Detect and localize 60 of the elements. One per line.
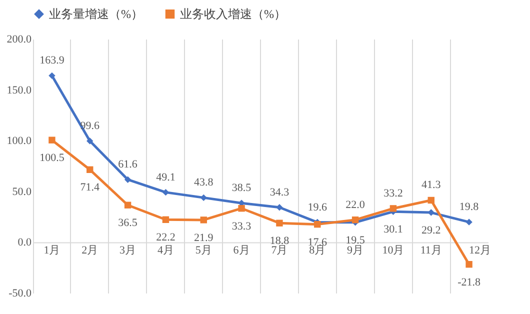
x-tick-label: 8月 xyxy=(309,244,326,257)
point xyxy=(428,209,434,216)
point xyxy=(238,205,245,212)
data-label: 71.4 xyxy=(80,182,100,194)
data-label: 30.1 xyxy=(384,224,403,236)
x-tick-label: 1月 xyxy=(44,244,60,257)
point xyxy=(124,202,132,208)
point xyxy=(124,176,132,183)
point xyxy=(200,216,207,224)
x-tick-label: 5月 xyxy=(195,244,212,257)
x-tick-label: 7月 xyxy=(271,244,288,257)
point xyxy=(276,220,283,226)
data-label: 34.3 xyxy=(270,186,290,198)
data-label: 19.6 xyxy=(308,201,328,214)
y-tick-label: 150.0 xyxy=(6,84,32,96)
point xyxy=(352,216,359,224)
point xyxy=(466,260,472,268)
point xyxy=(390,205,397,212)
x-tick-label: 12月 xyxy=(469,244,492,257)
x-tick-label: 11月 xyxy=(420,244,442,257)
data-label: 22.2 xyxy=(156,232,176,244)
x-tick-label: 3月 xyxy=(120,244,136,257)
data-label: 36.5 xyxy=(118,217,138,230)
x-tick-label: 4月 xyxy=(157,244,174,257)
point xyxy=(162,216,170,223)
data-label: 38.5 xyxy=(232,182,252,194)
x-tick-label: 10月 xyxy=(382,244,404,257)
x-tick-label: 6月 xyxy=(233,244,250,257)
point xyxy=(48,136,56,144)
data-label: 41.3 xyxy=(422,179,442,192)
data-label: 100.5 xyxy=(40,152,65,164)
data-label: 163.9 xyxy=(40,54,65,67)
data-label: 61.6 xyxy=(118,158,138,171)
point xyxy=(86,138,94,144)
data-label: 19.8 xyxy=(459,201,480,214)
data-label: -21.8 xyxy=(458,276,481,288)
data-label: 49.1 xyxy=(156,171,176,184)
point xyxy=(466,218,472,226)
y-tick-label: -50.0 xyxy=(8,288,32,300)
point xyxy=(200,194,207,202)
legend-label: 业务收入增速（%） xyxy=(180,7,286,22)
point xyxy=(48,72,56,80)
data-label: 33.3 xyxy=(232,220,252,232)
y-tick-label: 50.0 xyxy=(12,186,32,198)
point xyxy=(428,196,434,204)
point xyxy=(162,188,170,196)
y-tick-label: 0.0 xyxy=(18,236,32,249)
data-label: 21.9 xyxy=(194,232,214,244)
x-tick-label: 9月 xyxy=(347,244,364,257)
data-label: 22.0 xyxy=(346,198,366,211)
y-tick-label: 200.0 xyxy=(6,34,32,46)
x-tick-label: 2月 xyxy=(82,244,98,257)
point xyxy=(276,204,283,211)
data-label: 43.8 xyxy=(194,176,214,189)
data-label: 29.2 xyxy=(422,224,441,237)
y-tick-label: 100.0 xyxy=(6,135,32,148)
data-label: 19.5 xyxy=(346,234,366,246)
point xyxy=(86,166,94,174)
data-label: 33.2 xyxy=(384,187,403,200)
legend-label: 业务量增速（%） xyxy=(49,7,143,22)
